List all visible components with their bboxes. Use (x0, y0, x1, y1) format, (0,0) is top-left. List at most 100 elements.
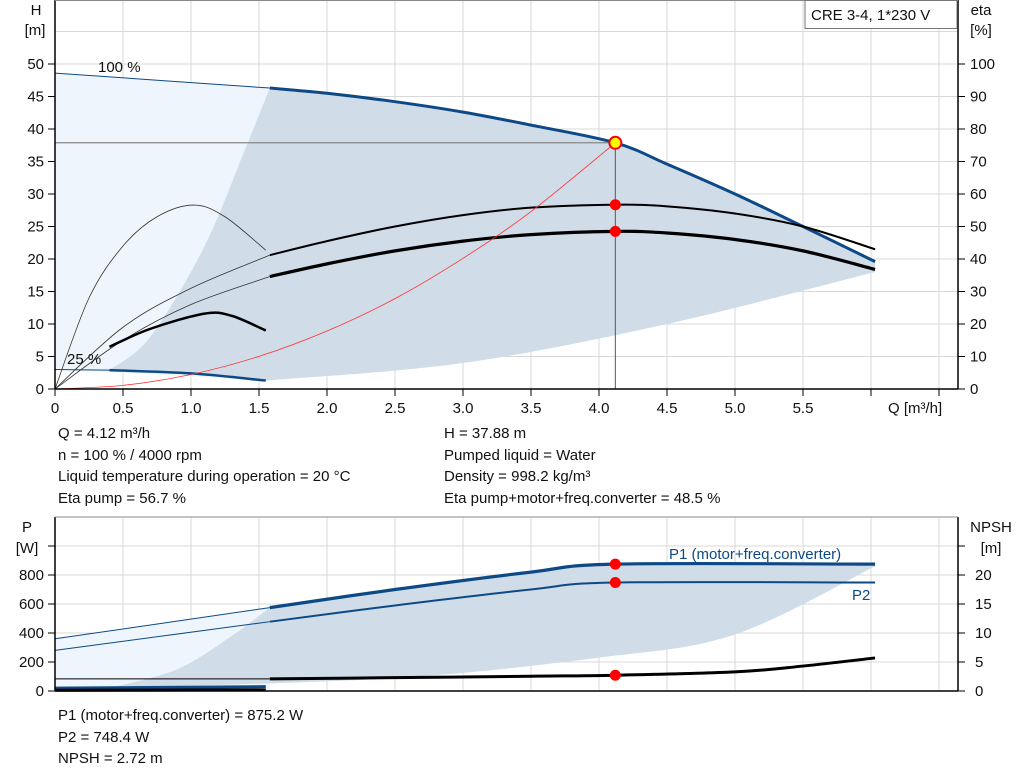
p2-curve-thin (54, 621, 270, 651)
x-axis-label: Q [m³/h] (888, 400, 942, 417)
p1-curve-thin (54, 607, 270, 640)
y2-tick-label: 90 (970, 89, 987, 106)
info-top-right: H = 37.88 m Pumped liquid = Water Densit… (444, 423, 720, 509)
info-bottom: P1 (motor+freq.converter) = 875.2 W P2 =… (58, 705, 303, 770)
y2-tick-label: 30 (970, 284, 987, 301)
eta-total-curve-25 (108, 311, 267, 348)
x-tick-label: 4.0 (589, 400, 610, 417)
p-tick-label: 800 (19, 567, 44, 584)
x-tick-label: 3.5 (521, 400, 542, 417)
dark-power-area (109, 563, 876, 689)
info-liquid: Pumped liquid = Water (444, 446, 596, 464)
y2-tick-label: 80 (970, 121, 987, 138)
y-tick-label: 40 (27, 121, 44, 138)
y2-tick-label: 60 (970, 186, 987, 203)
npsh-curve (269, 656, 876, 681)
npsh-axis-label: NPSH (970, 519, 1012, 536)
npsh-axis-unit: [m] (981, 540, 1002, 557)
y-axis-unit: [m] (25, 22, 46, 39)
head-curve-100 (269, 86, 876, 263)
npsh-tick-label: 15 (975, 596, 992, 613)
x-tick-label: 2.5 (385, 400, 406, 417)
x-tick-label: 5.5 (793, 400, 814, 417)
eta-pump-curve (269, 203, 876, 257)
x-tick-label: 1.5 (249, 400, 270, 417)
p-tick-label: 0 (36, 683, 44, 700)
info-p1: P1 (motor+freq.converter) = 875.2 W (58, 707, 304, 724)
info-eta-pump: Eta pump = 56.7 % (58, 489, 186, 507)
title-box (804, 0, 958, 29)
p2-legend-label: P2 (852, 587, 870, 604)
y-tick-label: 15 (27, 284, 44, 301)
p2-curve (269, 581, 876, 623)
p1-curve (269, 561, 876, 610)
y-tick-label: 0 (36, 381, 44, 398)
eta-pump-curve-thin (54, 254, 271, 390)
p-axis-unit: [W] (16, 540, 39, 557)
eta-total-curve-thin (54, 276, 271, 390)
npsh-tick-label: 5 (975, 654, 983, 671)
p-curve-25 (54, 685, 266, 690)
y-tick-label: 35 (27, 154, 44, 171)
npsh-tick-label: 0 (975, 683, 983, 700)
x-tick-label: 3.0 (453, 400, 474, 417)
head-curve-25 (109, 368, 266, 382)
x-tick-label: 4.5 (657, 400, 678, 417)
y-tick-label: 30 (27, 186, 44, 203)
y2-tick-label: 40 (970, 251, 987, 268)
info-npsh: NPSH = 2.72 m (58, 750, 163, 767)
y2-axis-label: eta (971, 2, 993, 19)
x-tick-label: 0 (51, 400, 59, 417)
head-curve-25-thin (54, 369, 110, 371)
y2-tick-label: 50 (970, 219, 987, 236)
npsh-point (609, 669, 621, 681)
info-temperature: Liquid temperature during operation = 20… (58, 468, 351, 485)
label-100-percent: 100 % (98, 59, 141, 76)
chart-title: CRE 3-4, 1*230 V (811, 7, 930, 24)
npsh-tick-label: 20 (975, 567, 992, 584)
y-tick-label: 45 (27, 89, 44, 106)
y-tick-label: 25 (27, 219, 44, 236)
y2-axis-unit: [%] (970, 22, 992, 39)
eta-total-point (609, 225, 621, 237)
npsh-tick-label: 10 (975, 625, 992, 642)
info-flow: Q = 4.12 m³/h (58, 425, 151, 442)
p-tick-label: 400 (19, 625, 44, 642)
head-curve-100-thin (54, 72, 270, 89)
operating-point (608, 135, 623, 150)
y2-tick-label: 70 (970, 154, 987, 171)
y-tick-label: 20 (27, 251, 44, 268)
label-25-percent: 25 % (67, 351, 101, 368)
info-speed: n = 100 % / 4000 rpm (58, 446, 202, 464)
y-axis-label: H (31, 2, 42, 19)
p-axis-label: P (22, 519, 32, 536)
eta-pump-point (609, 199, 621, 211)
eta-pump-curve-25 (54, 204, 267, 390)
dark-operating-area (109, 88, 876, 381)
y2-tick-label: 0 (970, 381, 978, 398)
info-top-left: Q = 4.12 m³/h n = 100 % / 4000 rpm Liqui… (58, 423, 350, 509)
system-curve (54, 142, 616, 390)
y-tick-label: 5 (36, 349, 44, 366)
y2-tick-label: 10 (970, 349, 987, 366)
x-tick-label: 0.5 (113, 400, 134, 417)
p1-legend-label: P1 (motor+freq.converter) (669, 546, 841, 563)
y-tick-label: 50 (27, 56, 44, 73)
x-tick-label: 2.0 (317, 400, 338, 417)
p-tick-label: 200 (19, 654, 44, 671)
x-tick-label: 5.0 (725, 400, 746, 417)
y2-tick-label: 20 (970, 316, 987, 333)
info-p2: P2 = 748.4 W (58, 728, 150, 746)
info-density: Density = 998.2 kg/m³ (444, 468, 591, 485)
p2-point (609, 577, 621, 589)
x-tick-label: 1.0 (181, 400, 202, 417)
p-tick-label: 600 (19, 596, 44, 613)
y-tick-label: 10 (27, 316, 44, 333)
y2-tick-label: 100 (970, 56, 995, 73)
eta-total-curve (269, 229, 876, 279)
info-head: H = 37.88 m (444, 425, 527, 442)
p1-point (609, 558, 621, 570)
info-eta-total: Eta pump+motor+freq.converter = 48.5 % (444, 489, 721, 507)
